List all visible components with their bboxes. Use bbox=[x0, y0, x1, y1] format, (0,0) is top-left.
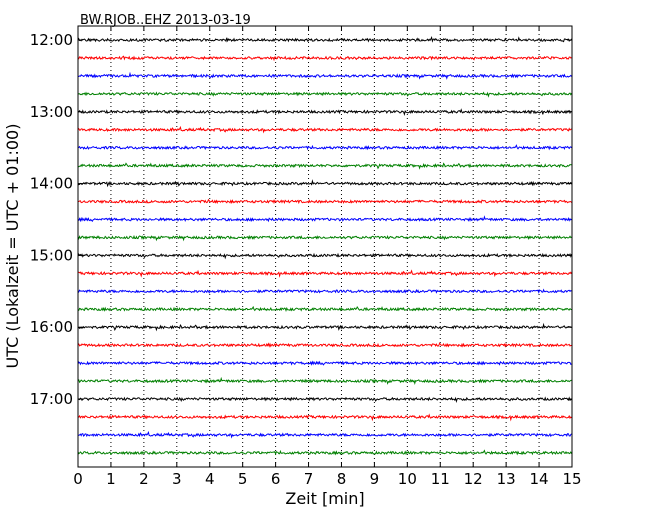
x-tick-label: 6 bbox=[271, 470, 281, 488]
trace-line bbox=[78, 269, 573, 278]
trace-line bbox=[77, 179, 573, 188]
trace-line bbox=[77, 413, 572, 422]
trace-line bbox=[77, 215, 572, 223]
trace-line bbox=[77, 91, 573, 98]
x-tick-label: 13 bbox=[497, 470, 516, 488]
trace-line bbox=[77, 71, 572, 80]
x-tick-label: 0 bbox=[73, 470, 83, 488]
grid-lines bbox=[110, 26, 540, 467]
x-tick-label: 14 bbox=[530, 470, 549, 488]
trace-line bbox=[77, 449, 573, 456]
trace-line bbox=[77, 252, 573, 260]
y-tick-label: 13:00 bbox=[30, 103, 73, 121]
trace-line bbox=[77, 376, 572, 386]
x-tick-label: 8 bbox=[337, 470, 347, 488]
trace-line bbox=[77, 234, 572, 242]
plot-area-frame bbox=[77, 25, 573, 468]
trace-line bbox=[77, 305, 572, 312]
y-tick-label: 14:00 bbox=[30, 175, 73, 193]
x-axis-label: Zeit [min] bbox=[285, 489, 364, 508]
x-tick-label: 4 bbox=[205, 470, 215, 488]
trace-line bbox=[77, 322, 572, 332]
x-tick-label: 12 bbox=[464, 470, 483, 488]
trace-line bbox=[77, 288, 572, 294]
x-tick-label: 9 bbox=[370, 470, 380, 488]
trace-line bbox=[77, 342, 572, 348]
trace-line bbox=[77, 108, 572, 117]
y-axis-label: UTC (Lokalzeit = UTC + 01:00) bbox=[3, 124, 22, 369]
trace-line bbox=[78, 198, 572, 205]
chart-title: BW.RJOB..EHZ 2013-03-19 bbox=[80, 13, 251, 28]
x-tick-label: 11 bbox=[431, 470, 450, 488]
x-tick-label: 5 bbox=[238, 470, 248, 488]
y-tick-label: 17:00 bbox=[30, 390, 73, 408]
y-tick-label: 16:00 bbox=[30, 318, 73, 336]
trace-line bbox=[77, 125, 572, 134]
trace-line bbox=[77, 396, 572, 404]
x-tick-label: 2 bbox=[139, 470, 149, 488]
y-tick-label: 15:00 bbox=[30, 246, 73, 264]
y-tick-label: 12:00 bbox=[30, 31, 73, 49]
trace-line bbox=[77, 430, 572, 439]
trace-line bbox=[77, 55, 572, 62]
trace-line bbox=[77, 144, 572, 151]
x-tick-label: 10 bbox=[398, 470, 417, 488]
x-tick-label: 7 bbox=[304, 470, 314, 488]
x-tick-label: 3 bbox=[172, 470, 182, 488]
trace-lines bbox=[77, 35, 573, 456]
trace-line bbox=[77, 35, 573, 43]
x-tick-label: 1 bbox=[106, 470, 116, 488]
x-axis-ticks: 0 1 2 3 4 5 6 7 8 9 10 11 12 13 14 15 bbox=[73, 26, 582, 488]
y-axis-ticks: 12:00 13:00 14:00 15:00 16:00 17:00 bbox=[30, 31, 572, 408]
trace-line bbox=[77, 360, 572, 366]
x-tick-label: 15 bbox=[562, 470, 581, 488]
trace-line bbox=[77, 162, 572, 170]
